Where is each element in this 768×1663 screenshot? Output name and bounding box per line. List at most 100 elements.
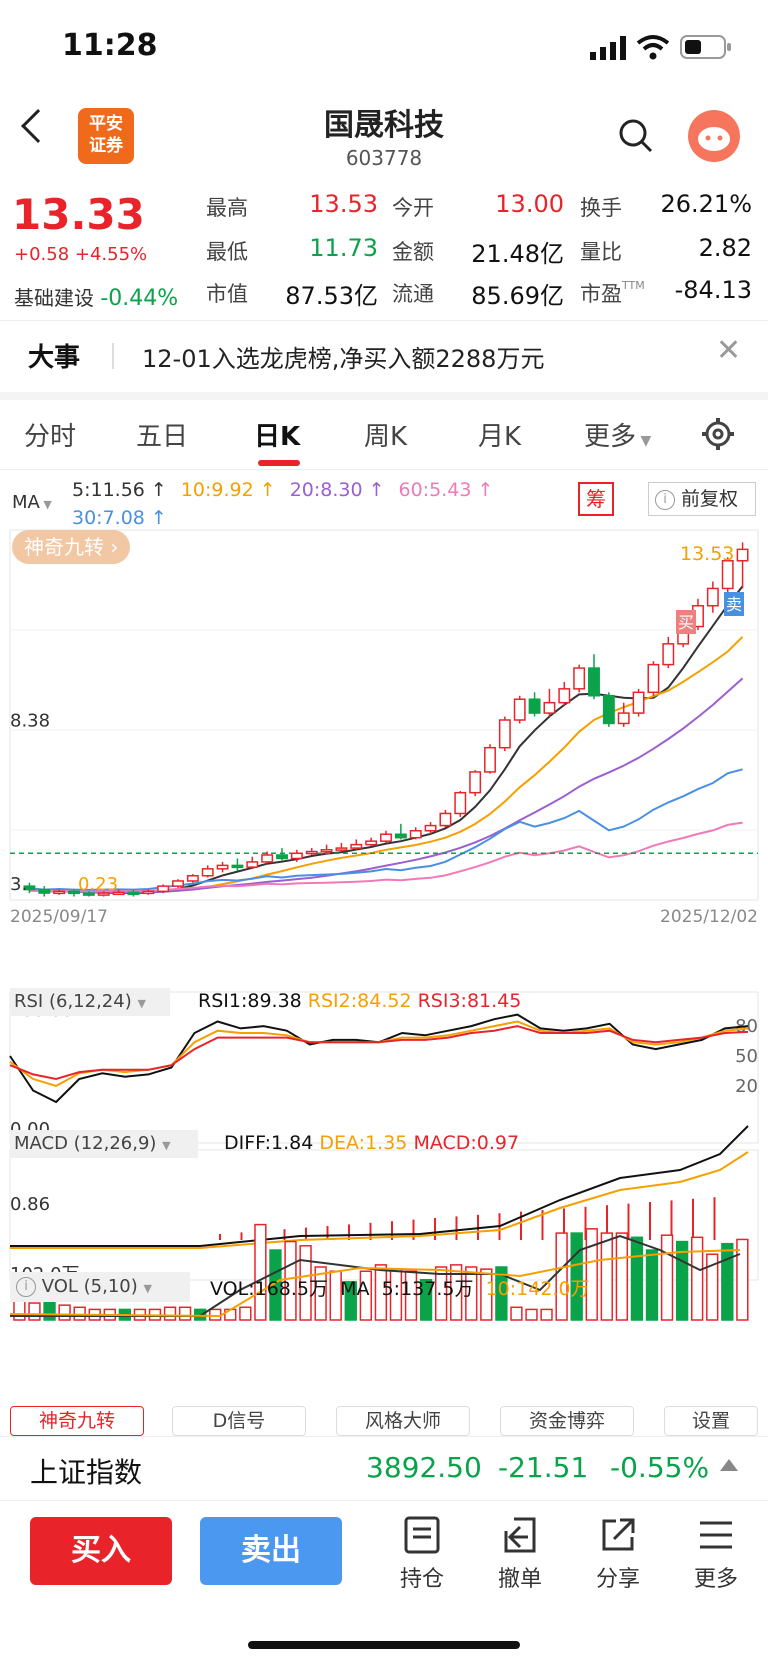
volume-bar bbox=[359, 1270, 373, 1321]
tab-weekly-k[interactable]: 周K bbox=[364, 422, 408, 452]
dea-line bbox=[10, 1151, 749, 1249]
quote-value: 13.00 bbox=[495, 190, 564, 218]
ma-label[interactable]: MA ▼ bbox=[12, 492, 52, 513]
more-button[interactable]: 更多 bbox=[686, 1515, 746, 1593]
rsi-y-right: 50 bbox=[735, 1046, 758, 1067]
volume-bar bbox=[28, 1302, 41, 1321]
date-end: 2025/12/02 bbox=[660, 907, 758, 927]
volume-bar bbox=[163, 1306, 177, 1321]
tab-five-day[interactable]: 五日 bbox=[136, 422, 189, 452]
trade-bar: 买入 卖出 持仓 撤单 分享 更多 bbox=[0, 1500, 768, 1663]
volume-bar bbox=[284, 1240, 297, 1321]
broker-logo: 平安证券 bbox=[78, 108, 134, 164]
candle-body bbox=[142, 890, 155, 895]
ttm-sup: TTM bbox=[622, 279, 645, 292]
buy-button[interactable]: 买入 bbox=[30, 1517, 172, 1585]
volume-bar bbox=[660, 1234, 674, 1321]
volume-bar bbox=[736, 1238, 749, 1321]
nine-turn-badge[interactable]: 神奇九转 › bbox=[12, 530, 131, 564]
cancel-order-button[interactable]: 撤单 bbox=[490, 1515, 550, 1593]
chip-settings[interactable]: 设置 bbox=[664, 1406, 758, 1436]
candle-body bbox=[350, 843, 363, 849]
volume-bar bbox=[645, 1249, 659, 1321]
kline-chart[interactable]: 8.383.0.2313.532025/09/172025/12/02买卖100… bbox=[0, 470, 768, 1430]
candle-body bbox=[706, 587, 719, 607]
assistant-avatar[interactable] bbox=[688, 110, 740, 162]
battery-icon bbox=[680, 35, 731, 59]
volume-bar bbox=[465, 1266, 478, 1321]
index-pct: -0.55% bbox=[610, 1451, 710, 1484]
wifi-icon bbox=[636, 35, 670, 60]
ma-line bbox=[29, 768, 743, 891]
price-change: +0.58 +4.55% bbox=[14, 244, 148, 265]
positions-icon bbox=[404, 1516, 440, 1554]
index-ticker[interactable]: 上证指数 3892.50 -21.51 -0.55% bbox=[0, 1436, 768, 1500]
share-button[interactable]: 分享 bbox=[588, 1515, 648, 1593]
low-mark: 0.23 bbox=[78, 874, 118, 895]
candle-body bbox=[558, 688, 571, 704]
vol-selector[interactable]: i VOL (5,10) ▼ bbox=[10, 1272, 190, 1302]
ma-legend-item: 10:9.92 ↑ bbox=[180, 479, 276, 501]
quote-label: 今开 bbox=[392, 196, 434, 220]
quote-label: 金额 bbox=[392, 240, 434, 264]
volume-bar bbox=[239, 1306, 252, 1321]
volume-bar bbox=[510, 1306, 523, 1321]
volume-bar bbox=[419, 1278, 433, 1321]
quote-label: 最高 bbox=[206, 196, 248, 220]
chip-nine-turn[interactable]: 神奇九转 bbox=[10, 1406, 144, 1436]
candle-body bbox=[573, 667, 586, 690]
menu-icon bbox=[700, 1521, 732, 1549]
quote-label: 流通 bbox=[392, 282, 434, 306]
volume-bar bbox=[630, 1236, 644, 1321]
ma-legend-item: 5:11.56 ↑ bbox=[72, 479, 167, 501]
sell-tag-bg bbox=[724, 592, 744, 616]
tab-more[interactable]: 更多 ▼ bbox=[584, 422, 652, 452]
news-notice[interactable]: 大事 12-01入选龙虎榜,净买入额2288万元 ✕ bbox=[0, 320, 768, 390]
candle-body bbox=[216, 864, 229, 870]
vol-values: VOL:168.5万 MA 5:137.5万 10:142.0万 bbox=[210, 1278, 590, 1300]
sell-button[interactable]: 卖出 bbox=[200, 1517, 342, 1585]
rsi-selector[interactable]: RSI (6,12,24) ▼ bbox=[10, 988, 170, 1016]
chip-distribution-button[interactable]: 筹 bbox=[578, 482, 614, 516]
search-icon[interactable] bbox=[618, 118, 654, 154]
index-value: 3892.50 bbox=[366, 1451, 482, 1484]
volume-bar bbox=[480, 1268, 493, 1321]
index-change: -21.51 bbox=[498, 1451, 589, 1484]
candle-body bbox=[276, 854, 288, 860]
tab-daily-k[interactable]: 日K bbox=[254, 422, 301, 452]
chip-fund-game[interactable]: 资金博弈 bbox=[500, 1406, 634, 1436]
adjust-button[interactable]: i 前复权 bbox=[648, 482, 756, 516]
quote-value: 11.73 bbox=[309, 234, 378, 262]
candle-body bbox=[469, 771, 482, 794]
quote-label: 市值 bbox=[206, 282, 248, 306]
close-icon[interactable]: ✕ bbox=[716, 333, 742, 368]
rsi-line bbox=[9, 1025, 749, 1081]
macd-values: DIFF:1.84 DEA:1.35 MACD:0.97 bbox=[224, 1132, 520, 1154]
expand-up-icon[interactable] bbox=[720, 1459, 738, 1471]
candle-body bbox=[543, 701, 556, 714]
candle-body bbox=[588, 667, 600, 697]
macd-selector[interactable]: MACD (12,26,9) ▼ bbox=[10, 1130, 198, 1158]
chip-d-signal[interactable]: D信号 bbox=[172, 1406, 306, 1436]
quote-value: 2.82 bbox=[698, 234, 752, 262]
candle-body bbox=[82, 892, 95, 896]
candle-body bbox=[23, 885, 36, 891]
settings-icon[interactable] bbox=[700, 416, 736, 452]
quote-value: 21.48亿 bbox=[471, 240, 564, 268]
diff-line bbox=[10, 1125, 749, 1247]
candle-body bbox=[186, 875, 199, 882]
home-indicator bbox=[248, 1641, 520, 1649]
candle-body bbox=[617, 712, 630, 725]
buy-tag-bg bbox=[676, 610, 696, 634]
chip-style-master[interactable]: 风格大师 bbox=[336, 1406, 470, 1436]
tab-intraday[interactable]: 分时 bbox=[24, 422, 77, 452]
candle-body bbox=[498, 719, 511, 749]
volume-bar bbox=[525, 1308, 538, 1321]
positions-button[interactable]: 持仓 bbox=[392, 1515, 452, 1593]
candle-body bbox=[632, 691, 645, 714]
tab-monthly-k[interactable]: 月K bbox=[478, 422, 522, 452]
sector-info[interactable]: 基础建设 -0.44% bbox=[14, 286, 179, 311]
volume-bar bbox=[570, 1232, 583, 1321]
main-panel-frame bbox=[9, 529, 759, 901]
candle-body bbox=[201, 868, 214, 877]
